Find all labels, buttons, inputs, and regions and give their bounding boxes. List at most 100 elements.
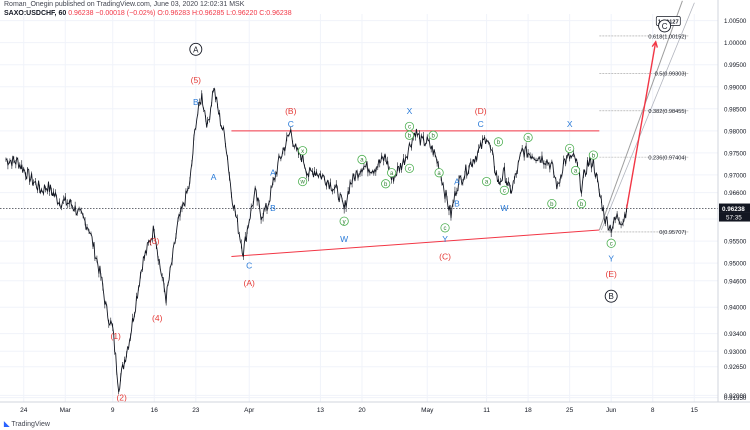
wave-label-intermediate: (3)	[149, 236, 160, 246]
x-tick-label: 20	[358, 407, 366, 414]
wave-circle-minor	[547, 198, 557, 209]
wave-circle-minor	[499, 185, 509, 195]
y-tick-label: 0.93000	[724, 349, 747, 356]
wave-label-intermediate: (B)	[285, 106, 297, 116]
wave-label-minute: X	[567, 119, 573, 129]
wave-circle-major	[658, 19, 672, 33]
y-tick-label: 0.94600	[724, 278, 747, 285]
publish-info: Roman_Onegin published on TradingView.co…	[4, 1, 245, 8]
wave-label-minor: b	[408, 133, 412, 139]
fib-level-label: 0.618(1.00152)	[648, 34, 686, 40]
grid	[0, 14, 718, 402]
x-tick-label: 9	[111, 407, 115, 414]
chart-footer: ◣ TradingView	[4, 420, 50, 428]
wave-label-minute: W	[340, 234, 348, 244]
wave-circle-minor	[381, 179, 391, 189]
wave-annotations: A(5)BA(3)(4)(1)(2)(B)CABC(A)xwyWababcXcb…	[111, 19, 672, 403]
x-tick-label: Mar	[60, 407, 72, 414]
projection-arrow-line	[625, 41, 657, 209]
wave-label-minute: C	[478, 119, 484, 129]
symbol-name: SAXO:USDCHF, 60	[4, 10, 67, 17]
wave-label-minute: B	[454, 199, 460, 209]
wave-label-minor: y	[343, 219, 346, 225]
y-axis: 1.00500 1.00000 0.99500 0.99000 0.98500 0.980…	[717, 0, 750, 402]
x-tick-label: 16	[151, 407, 159, 414]
projection-arrow-head	[651, 40, 659, 48]
wave-circle-minor	[565, 143, 575, 154]
y-tick-label: 0.97000	[724, 172, 747, 179]
countdown-label: 57:35	[726, 215, 742, 222]
wave-label-minor: b	[497, 140, 501, 146]
x-tick-label: May	[421, 407, 434, 414]
wave-label-minor: a	[437, 171, 441, 177]
y-tick-label: 0.94000	[724, 305, 747, 312]
y-tick-label: 0.97500	[724, 150, 747, 157]
x-tick-label: Jun	[606, 407, 617, 414]
trendline-lower	[231, 229, 600, 257]
y-tick-label: 0.95000	[724, 261, 747, 268]
wave-label-intermediate: (4)	[152, 313, 163, 323]
wave-circle-minor	[357, 154, 367, 165]
wave-label-minute: A	[211, 172, 217, 182]
x-tick-label: 24	[20, 407, 28, 414]
x-tick-label: 18	[524, 407, 532, 414]
fib-level-label: 0.236(0.97404)	[648, 155, 686, 161]
wave-label-minor: w	[299, 180, 305, 186]
x-tick-label: 8	[651, 407, 655, 414]
x-axis: 24 Mar 9 16 23 Apr 13 20 May 11 18 25 Jun 8 15	[0, 401, 750, 414]
y-tick-label: 0.98500	[724, 106, 747, 113]
wave-label-intermediate: (E)	[606, 269, 618, 279]
wave-label-minute: C	[288, 119, 294, 129]
price-series	[0, 40, 718, 395]
wave-circle-minor	[440, 223, 450, 233]
fib-level-label: 0.382(0.98455)	[648, 109, 686, 115]
fib-level-label: 0.5(0.99303)	[655, 72, 687, 78]
x-tick-label: 13	[317, 407, 325, 414]
wave-circle-minor	[404, 121, 415, 132]
trendline-fib-fan	[600, 2, 695, 231]
x-tick-label: 25	[566, 407, 574, 414]
wave-label-minor: c	[610, 241, 613, 247]
wave-circle-major	[604, 289, 618, 303]
wave-label-minor: a	[526, 136, 530, 142]
wave-label-minor: a	[574, 169, 578, 175]
wave-label-intermediate: (2)	[116, 393, 127, 403]
wave-label-minor: a	[390, 171, 394, 177]
y-tick-label: 0.98000	[724, 128, 747, 135]
wave-circle-major	[189, 42, 203, 56]
y-tick-label: 1.00500	[724, 18, 747, 25]
y-tick-label: 0.95500	[724, 239, 747, 246]
wave-label-intermediate: (A)	[244, 278, 256, 288]
wave-label-major: A	[193, 45, 199, 54]
y-tick-label: 0.93400	[724, 331, 747, 338]
wave-label-minor: b	[384, 182, 388, 188]
wave-label-intermediate: (5)	[191, 75, 202, 85]
wave-label-minute: A	[270, 168, 276, 178]
wave-label-minute: A	[454, 177, 460, 187]
wave-label-minor: c	[568, 147, 571, 153]
last-price-box	[719, 203, 750, 213]
last-price-label: 0.96238	[722, 206, 745, 213]
x-tick-label: 23	[192, 407, 200, 414]
wave-label-intermediate: (1)	[111, 331, 122, 341]
wave-label-minor: b	[580, 202, 584, 208]
y-tick-label: 0.96600	[724, 190, 747, 197]
ohlc-values: 0.96238 −0.00018 (−0.02%) O:0.96283 H:0.…	[68, 10, 292, 17]
wave-label-minute: B	[193, 97, 199, 107]
wave-circle-minor	[588, 150, 598, 160]
wave-label-minor: b	[550, 202, 554, 208]
y-tick-label: 0.92000	[724, 393, 747, 400]
wave-circle-minor	[298, 146, 308, 156]
wave-label-minor: x	[301, 149, 304, 155]
wave-circle-minor	[523, 132, 533, 143]
wave-circle-minor	[339, 216, 349, 226]
wave-circle-minor	[404, 130, 415, 140]
y-tick-label: 1.00000	[724, 40, 747, 47]
wave-label-minute: B	[270, 203, 276, 213]
tradingview-logo-icon: ◣	[4, 421, 10, 428]
wave-label-minor: c	[444, 226, 447, 232]
y-tick-label: 0.91950	[724, 395, 747, 402]
wave-circle-minor	[481, 176, 492, 187]
wave-circle-minor	[428, 130, 438, 140]
